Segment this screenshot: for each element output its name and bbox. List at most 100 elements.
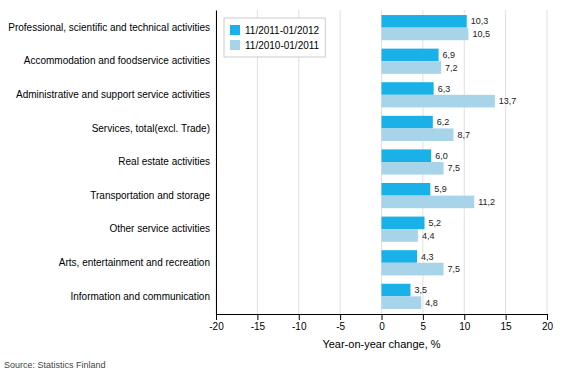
plot: 10,3 6,9 6,3 6,2 6,0 5,9 5,2 4,3 3,5 10,5 7,2 13,7 8…: [8, 10, 553, 350]
data-label: 5,9: [434, 184, 447, 194]
y-tick: Services, total(excl. Trade): [92, 123, 210, 134]
x-tick-label: -5: [336, 321, 345, 332]
x-tick-mark: [423, 314, 424, 320]
bar: [382, 284, 411, 297]
data-label: 6,9: [443, 50, 456, 60]
data-label: 5,2: [429, 218, 442, 228]
x-tick-mark: [299, 314, 300, 320]
x-tick-label: 20: [542, 321, 554, 332]
x-tick-label: -10: [292, 321, 307, 332]
annotation: Source: Statistics Finland: [4, 360, 106, 370]
x-axis: -20 -15 -10 -5 0 5 10 15 20: [209, 314, 553, 332]
data-label: 4,4: [422, 231, 435, 241]
data-label: 10,5: [472, 29, 490, 39]
x-tick-label: 10: [459, 321, 471, 332]
data-label: 13,7: [499, 96, 517, 106]
legend-swatch: [230, 40, 240, 50]
data-label: 8,7: [457, 130, 470, 140]
x-tick-mark: [257, 314, 258, 320]
bar: [382, 15, 467, 28]
legend-item: 11/2011-01/2012: [230, 25, 320, 36]
y-tick-label: Administrative and support service activ…: [16, 89, 210, 100]
x-tick-label: 0: [379, 321, 385, 332]
x-tick: 20: [542, 314, 554, 332]
bar: [382, 95, 495, 108]
y-tick-label: Real estate activities: [118, 156, 210, 167]
x-tick: 5: [421, 314, 427, 332]
y-tick-label: Accommodation and foodservice activities: [24, 55, 210, 66]
x-tick: 15: [501, 314, 513, 332]
y-axis-line: [216, 11, 217, 315]
x-tick-mark: [464, 314, 465, 320]
grid-line: [216, 10, 217, 314]
grid-line: [505, 10, 506, 314]
data-label: 7,2: [445, 63, 458, 73]
legend-label: 11/2010-01/2011: [245, 40, 320, 51]
data-label: 11,2: [478, 197, 495, 207]
x-tick: -15: [251, 314, 266, 332]
y-tick: Real estate activities: [118, 156, 210, 167]
grid: [216, 10, 547, 314]
x-tick-label: -20: [209, 321, 224, 332]
legend-item: 11/2010-01/2011: [230, 40, 320, 51]
chart: 10,3 6,9 6,3 6,2 6,0 5,9 5,2 4,3 3,5 10,5 7,2 13,7 8…: [0, 0, 569, 374]
y-tick: Arts, entertainment and recreation: [59, 257, 210, 268]
grid-line: [464, 10, 465, 314]
y-tick: Accommodation and foodservice activities: [24, 55, 210, 66]
x-tick-mark: [506, 314, 507, 320]
bar: [382, 116, 433, 129]
y-tick-label: Information and communication: [70, 291, 210, 302]
y-tick-label: Professional, scientific and technical a…: [8, 22, 210, 33]
legend: 11/2011-01/2012 11/2010-01/2011: [224, 18, 325, 57]
x-tick-label: 5: [421, 321, 427, 332]
data-labels: 10,3 6,9 6,3 6,2 6,0 5,9 5,2 4,3 3,5 10,5 7,2 13,7 8…: [414, 16, 516, 307]
grid-line: [547, 10, 548, 314]
data-label: 4,3: [421, 252, 434, 262]
data-label: 7,5: [448, 163, 461, 173]
x-tick-label: 15: [501, 321, 513, 332]
bar-series: [382, 15, 467, 296]
x-tick-mark: [547, 314, 548, 320]
x-tick-mark: [382, 314, 383, 320]
bar: [382, 250, 418, 263]
x-axis-line: [217, 315, 548, 321]
bar: [382, 183, 431, 196]
data-label: 7,5: [448, 264, 461, 274]
legend-swatch: [230, 25, 240, 35]
grid-line: [340, 10, 341, 314]
bar: [382, 49, 439, 62]
y-tick-label: Services, total(excl. Trade): [92, 123, 210, 134]
x-tick: -20: [209, 314, 224, 332]
x-tick-mark: [340, 314, 341, 320]
x-tick: 10: [459, 314, 471, 332]
y-tick-label: Transportation and storage: [90, 190, 210, 201]
bar: [382, 296, 422, 309]
bar: [382, 149, 432, 162]
data-label: 6,2: [437, 117, 450, 127]
x-tick: 0: [379, 314, 385, 332]
data-label: 10,3: [471, 16, 489, 26]
bar: [382, 196, 475, 209]
y-tick: Other service activities: [109, 223, 210, 234]
bar: [382, 217, 425, 230]
bar: [382, 61, 442, 74]
x-tick: -10: [292, 314, 307, 332]
bars: [382, 15, 495, 309]
y-tick-label: Arts, entertainment and recreation: [59, 257, 210, 268]
data-label: 6,3: [438, 84, 451, 94]
legend-box: [224, 18, 325, 57]
y-tick: Transportation and storage: [90, 190, 210, 201]
x-axis-title: Year-on-year change, %: [322, 338, 440, 350]
bar: [382, 263, 444, 276]
x-tick: -5: [336, 314, 345, 332]
data-label: 6,0: [435, 151, 448, 161]
y-tick: Administrative and support service activ…: [16, 89, 210, 100]
data-label: 3,5: [414, 285, 427, 295]
bar: [382, 162, 444, 175]
data-label: 4,8: [425, 298, 438, 308]
x-tick-mark: [216, 314, 217, 320]
y-tick: Professional, scientific and technical a…: [8, 22, 210, 33]
bar: [382, 28, 469, 41]
legend-label: 11/2011-01/2012: [245, 25, 320, 36]
y-tick: Information and communication: [70, 291, 210, 302]
